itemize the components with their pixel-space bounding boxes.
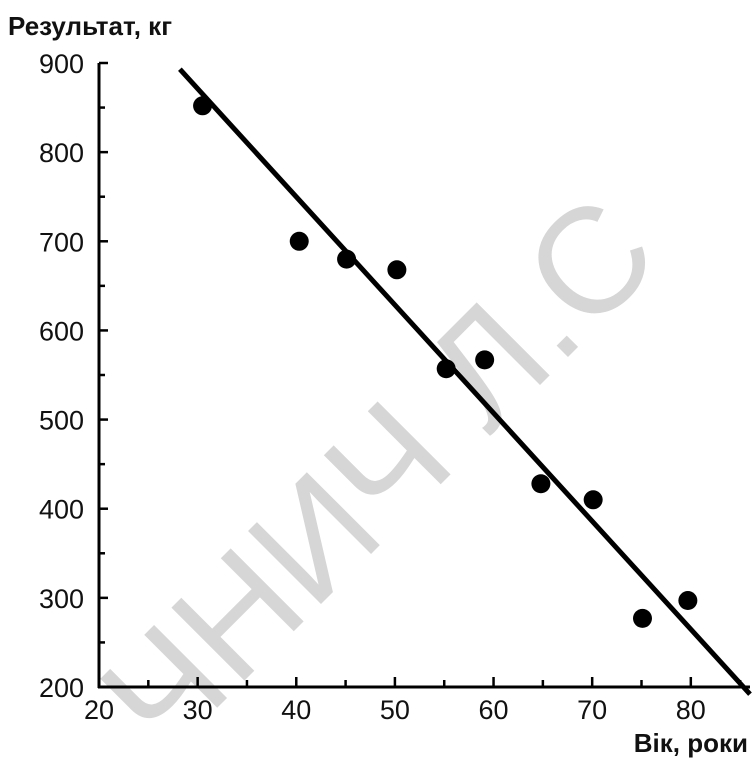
- axes: 200 300 400 500 600 700 800 900 20 30 40 50 60 70 80: [39, 49, 750, 725]
- data-point: [475, 350, 495, 370]
- x-tick-label: 70: [577, 695, 607, 725]
- data-points: [193, 96, 698, 628]
- y-axis-title: Результат, кг: [8, 11, 172, 41]
- x-tick-label: 40: [281, 695, 311, 725]
- y-tick-label: 500: [39, 406, 84, 436]
- x-tick-label: 80: [676, 695, 706, 725]
- x-tick-label: 20: [84, 695, 114, 725]
- x-axis-title: Вік, роки: [634, 728, 748, 758]
- y-tick-label: 800: [39, 138, 84, 168]
- trendline-layer: [178, 67, 752, 696]
- y-tick-label: 700: [39, 227, 84, 257]
- data-point: [387, 260, 407, 280]
- data-point: [632, 608, 652, 628]
- y-tick-label: 600: [39, 316, 84, 346]
- x-tick-label: 30: [183, 695, 213, 725]
- data-point: [436, 359, 456, 379]
- watermark: ЧНИЧ Л.С: [69, 164, 687, 762]
- data-point: [583, 490, 603, 510]
- data-point: [531, 474, 551, 494]
- trend-line: [178, 67, 752, 696]
- y-tick-label: 300: [39, 584, 84, 614]
- x-tick-label: 60: [479, 695, 509, 725]
- y-tick-label: 900: [39, 49, 84, 79]
- x-tick-label: 50: [380, 695, 410, 725]
- data-point: [289, 231, 309, 251]
- data-point: [337, 249, 357, 269]
- data-point: [678, 591, 698, 611]
- data-point: [193, 96, 213, 116]
- y-tick-label: 200: [39, 673, 84, 703]
- y-tick-label: 400: [39, 495, 84, 525]
